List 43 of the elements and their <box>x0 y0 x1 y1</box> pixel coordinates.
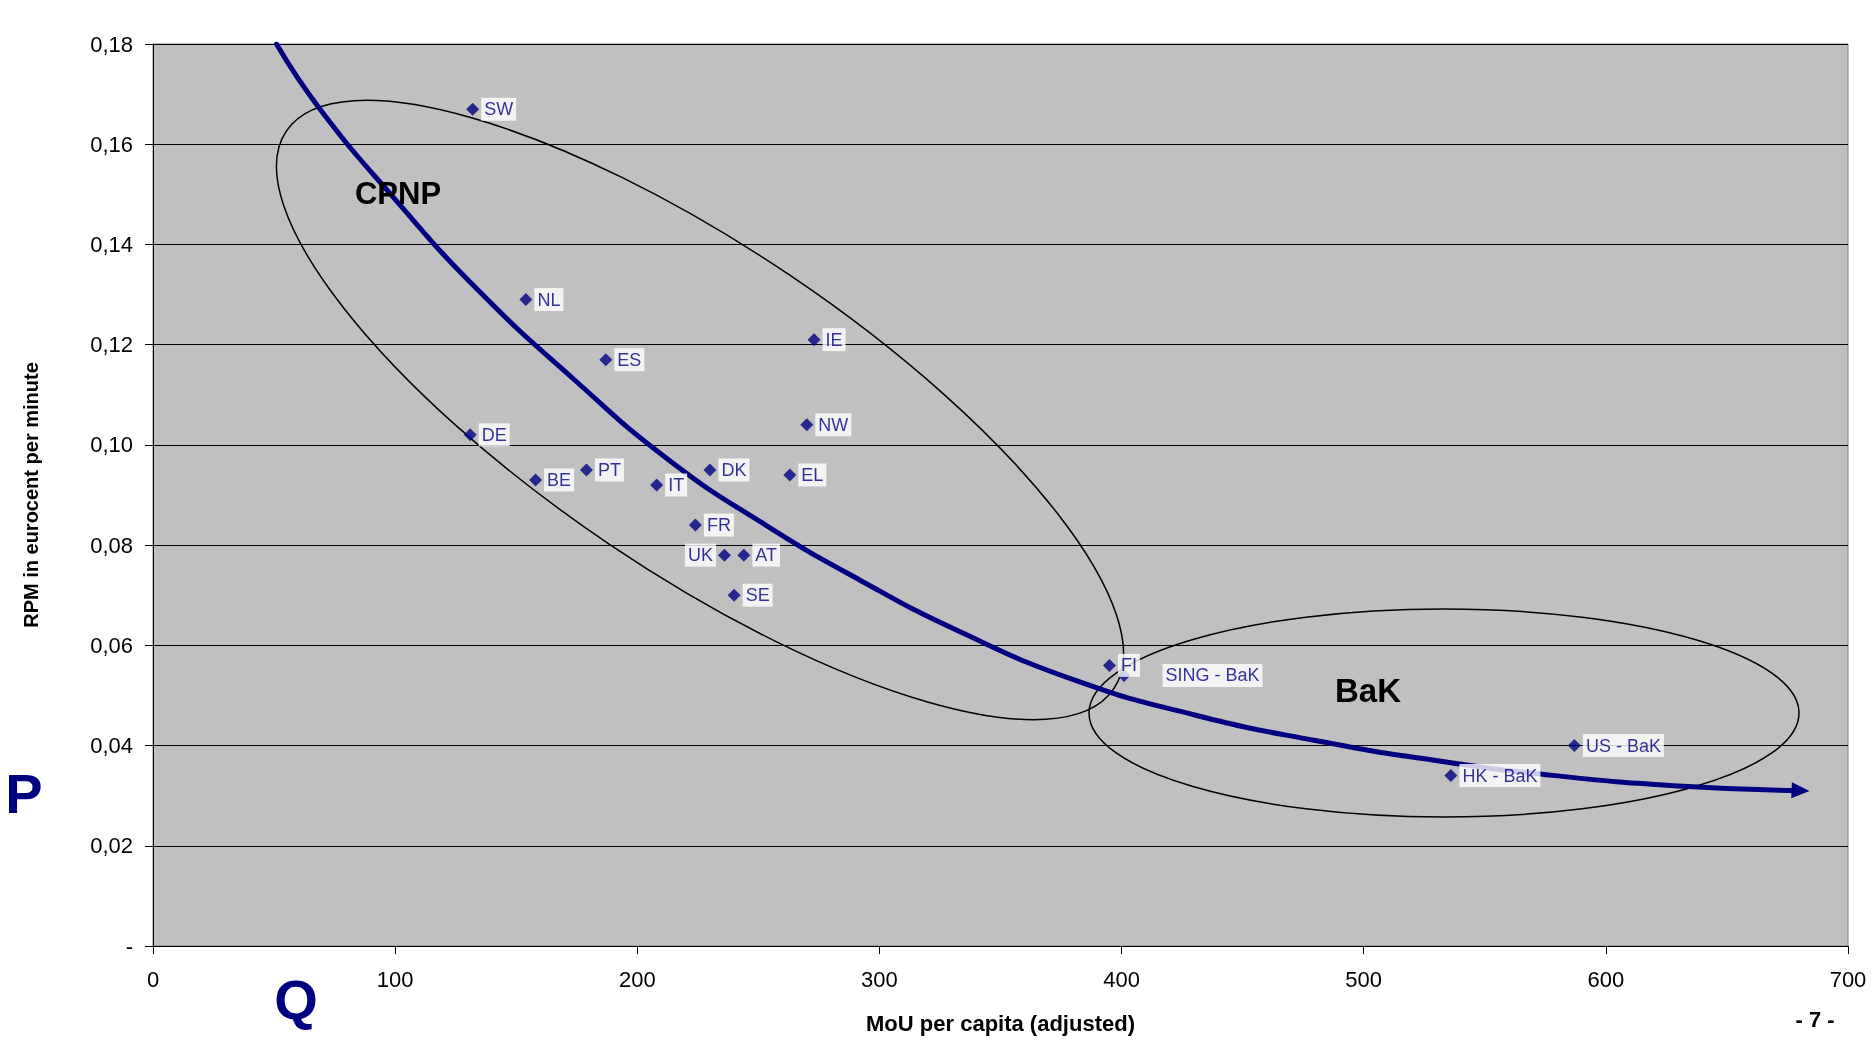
series-label: DK <box>721 459 747 480</box>
x-axis-title: MoU per capita (adjusted) <box>866 1010 1135 1036</box>
series-label: US - BaK <box>1585 735 1661 756</box>
series-label: IT <box>668 474 685 495</box>
series-label: PT <box>597 459 621 480</box>
x-tick-label: 700 <box>1829 966 1867 992</box>
series-label: EL <box>801 464 824 485</box>
y-tick-label: 0,14 <box>90 231 133 257</box>
x-tick-label: 0 <box>146 966 160 992</box>
x-tick-label: 600 <box>1587 966 1625 992</box>
y-tick-label: 0,04 <box>90 733 133 759</box>
series-label: ES <box>617 349 642 370</box>
series-label: SING - BaK <box>1165 665 1260 686</box>
y-axis-title: RPM in eurocent per minute <box>20 362 42 628</box>
series-label: AT <box>755 545 777 566</box>
x-tick-label: 400 <box>1103 966 1140 992</box>
y-tick-label: 0,16 <box>90 131 133 157</box>
y-tick-label: 0,08 <box>90 532 133 558</box>
annotation: BaK <box>1334 671 1402 709</box>
series-label: HK - BaK <box>1462 765 1538 786</box>
text: Q <box>274 967 318 1031</box>
y-tick-label: 0,18 <box>90 31 133 57</box>
series-label: DE <box>481 424 507 445</box>
series-label: IE <box>825 329 843 350</box>
x-tick-label: 200 <box>618 966 656 992</box>
text: - 7 - <box>1795 1006 1835 1032</box>
series-label: FI <box>1120 655 1137 676</box>
series-label: NL <box>537 289 561 310</box>
series-label: BE <box>547 469 572 490</box>
y-tick-label: 0,10 <box>90 432 133 458</box>
y-tick-label: - <box>125 933 133 959</box>
x-tick-label: 300 <box>861 966 898 992</box>
series-label: SE <box>745 585 770 606</box>
text: P <box>5 761 43 825</box>
y-tick-label: 0,02 <box>90 833 133 859</box>
series-label: FR <box>706 515 731 536</box>
y-tick-label: 0,06 <box>90 632 133 658</box>
series-label: NW <box>818 414 849 435</box>
x-tick-label: 500 <box>1345 966 1383 992</box>
y-tick-label: 0,12 <box>90 332 133 358</box>
series-label: SW <box>484 99 514 120</box>
x-tick-label: 100 <box>376 966 414 992</box>
series-label: UK <box>687 545 713 566</box>
